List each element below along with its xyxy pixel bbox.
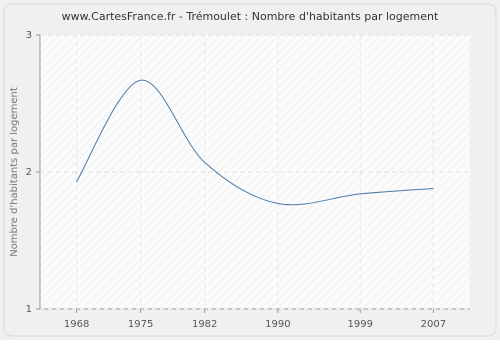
x-tick-label: 1975 (128, 319, 153, 330)
chart-title: www.CartesFrance.fr - Trémoulet : Nombre… (62, 10, 439, 23)
x-tick-label: 1982 (192, 319, 217, 330)
y-tick-label: 1 (26, 304, 32, 315)
y-tick-label: 2 (26, 167, 32, 178)
x-tick-label: 2007 (421, 319, 446, 330)
x-tick-label: 1990 (265, 319, 290, 330)
x-tick-label: 1968 (64, 319, 89, 330)
y-axis-label: Nombre d'habitants par logement (9, 87, 20, 257)
x-tick-label: 1999 (347, 319, 372, 330)
y-tick-label: 3 (26, 30, 32, 41)
line (76, 79, 434, 206)
plot-area (40, 35, 470, 309)
